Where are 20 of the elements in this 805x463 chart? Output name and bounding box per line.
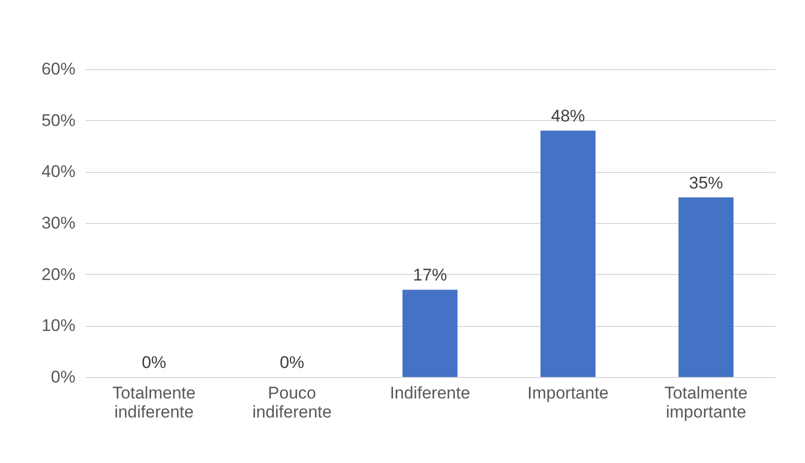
bar — [540, 130, 596, 377]
data-label: 0% — [280, 353, 304, 372]
x-tick-label: Importante — [527, 384, 609, 402]
data-label: 35% — [688, 173, 724, 192]
x-tick-label: Totalmente indiferente — [112, 384, 196, 422]
y-tick-label: 0% — [50, 368, 76, 386]
y-tick-label: 40% — [41, 162, 76, 182]
data-label: 0% — [142, 353, 166, 372]
y-tick-label: 20% — [41, 264, 76, 284]
y-tick-label: 60% — [41, 60, 76, 78]
data-label: 17% — [412, 266, 448, 285]
bar — [402, 290, 458, 377]
bar — [678, 197, 734, 377]
x-tick-label: Totalmente importante — [664, 384, 748, 422]
y-tick-label: 30% — [41, 214, 76, 232]
data-label: 48% — [550, 106, 586, 126]
x-tick-label: Pouco indiferente — [252, 384, 332, 422]
y-tick-label: 50% — [41, 110, 76, 130]
y-tick-label: 10% — [41, 316, 76, 336]
x-tick-label: Indiferente — [390, 384, 470, 402]
